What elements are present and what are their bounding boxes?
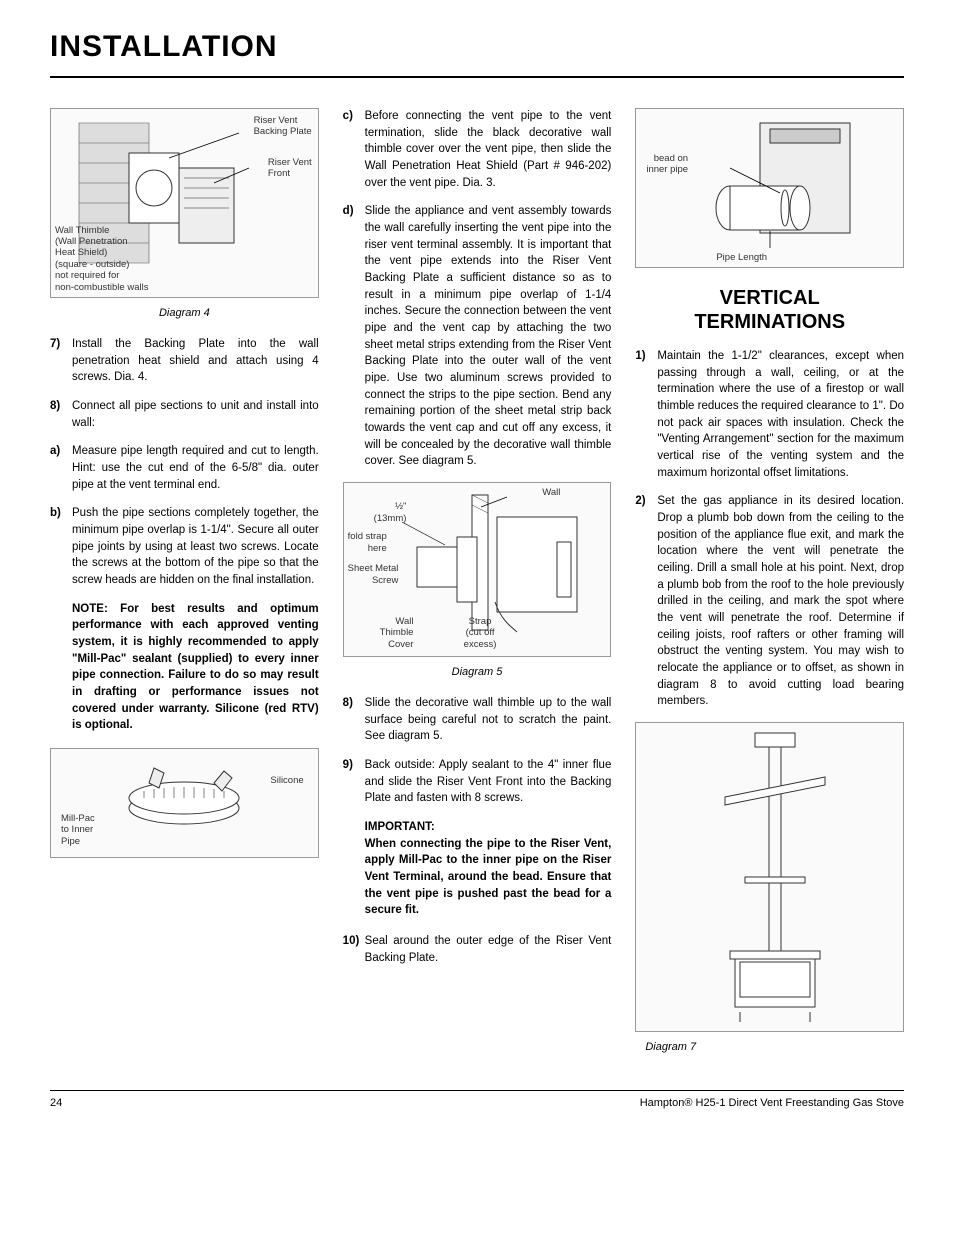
diagram-7-svg [685,727,855,1027]
diagram-4-caption: Diagram 4 [50,306,319,322]
diagram-5-figure: Wall ½"(13mm) fold straphere Sheet Metal… [343,482,612,657]
vertical-terminations-heading: VERTICALTERMINATIONS [635,286,904,334]
list-item-10: 10) Seal around the outer edge of the Ri… [343,933,612,966]
list-item-9: 9) Back outside: Apply sealant to the 4"… [343,757,612,807]
text-7: Install the Backing Plate into the wall … [72,336,319,386]
marker-d: d) [343,203,365,470]
label-wall: Wall [542,487,560,498]
bead-svg [670,113,870,263]
label-riser-front: Riser VentFront [268,157,312,180]
list-item-8: 8) Connect all pipe sections to unit and… [50,398,319,431]
diagram-7-figure [635,722,904,1032]
label-pipe-length: Pipe Length [716,252,767,263]
text-b: Push the pipe sections completely togeth… [72,505,319,588]
important-body: When connecting the pipe to the Riser Ve… [365,836,612,919]
vt-text-1: Maintain the 1-1/2" clearances, except w… [657,348,904,481]
text-d: Slide the appliance and vent assembly to… [365,203,612,470]
label-silicone: Silicone [270,775,303,786]
marker-10: 10) [343,933,365,966]
label-half-inch: ½"(13mm) [374,501,407,524]
marker-9: 9) [343,757,365,807]
label-riser-backing: Riser VentBacking Plate [254,115,312,138]
list-item-c: c) Before connecting the vent pipe to th… [343,108,612,191]
vt-marker-1: 1) [635,348,657,481]
text-9: Back outside: Apply sealant to the 4" in… [365,757,612,807]
diagram-7-caption: Diagram 7 [645,1040,904,1056]
label-strap: Strap(cut offexcess) [464,616,497,650]
list-item-7: 7) Install the Backing Plate into the wa… [50,336,319,386]
diagram-5-caption: Diagram 5 [343,665,612,681]
list-item-a: a) Measure pipe length required and cut … [50,443,319,493]
marker-c: c) [343,108,365,191]
note-block: NOTE: For best results and optimum perfo… [72,601,319,734]
marker-a: a) [50,443,72,493]
page-footer: 24 Hampton® H25-1 Direct Vent Freestandi… [50,1090,904,1109]
vt-text-2: Set the gas appliance in its desired loc… [657,493,904,710]
label-millpac: Mill-Pacto InnerPipe [61,813,95,847]
column-3: bead oninner pipe Pipe Length VERTICALTE… [635,108,904,1070]
marker-7: 7) [50,336,72,386]
millpac-figure: Mill-Pacto InnerPipe Silicone [50,748,319,858]
text-8b: Slide the decorative wall thimble up to … [365,695,612,745]
marker-8: 8) [50,398,72,431]
label-bead: bead oninner pipe [646,153,688,176]
column-1: Riser VentBacking Plate Riser VentFront … [50,108,319,1070]
bead-figure: bead oninner pipe Pipe Length [635,108,904,268]
important-block: IMPORTANT: When connecting the pipe to t… [365,819,612,919]
text-c: Before connecting the vent pipe to the v… [365,108,612,191]
list-item-8b: 8) Slide the decorative wall thimble up … [343,695,612,745]
vt-item-1: 1) Maintain the 1-1/2" clearances, excep… [635,348,904,481]
text-10: Seal around the outer edge of the Riser … [365,933,612,966]
important-label: IMPORTANT: [365,819,612,836]
column-2: c) Before connecting the vent pipe to th… [343,108,612,1070]
label-fold-strap: fold straphere [348,531,387,554]
millpac-svg [94,753,274,853]
text-8: Connect all pipe sections to unit and in… [72,398,319,431]
page-title: INSTALLATION [50,30,904,64]
label-wall-thimble: Wall Thimble(Wall PenetrationHeat Shield… [55,225,148,293]
marker-8b: 8) [343,695,365,745]
vt-item-2: 2) Set the gas appliance in its desired … [635,493,904,710]
list-item-d: d) Slide the appliance and vent assembly… [343,203,612,470]
title-rule [50,76,904,78]
text-a: Measure pipe length required and cut to … [72,443,319,493]
page-number: 24 [50,1097,62,1109]
product-name: Hampton® H25-1 Direct Vent Freestanding … [640,1097,904,1109]
content-columns: Riser VentBacking Plate Riser VentFront … [50,108,904,1070]
label-wall-thimble-cover: WallThimbleCover [380,616,414,650]
diagram-4-figure: Riser VentBacking Plate Riser VentFront … [50,108,319,298]
vt-marker-2: 2) [635,493,657,710]
label-sheet-screw: Sheet MetalScrew [348,563,399,586]
list-item-b: b) Push the pipe sections completely tog… [50,505,319,588]
marker-b: b) [50,505,72,588]
